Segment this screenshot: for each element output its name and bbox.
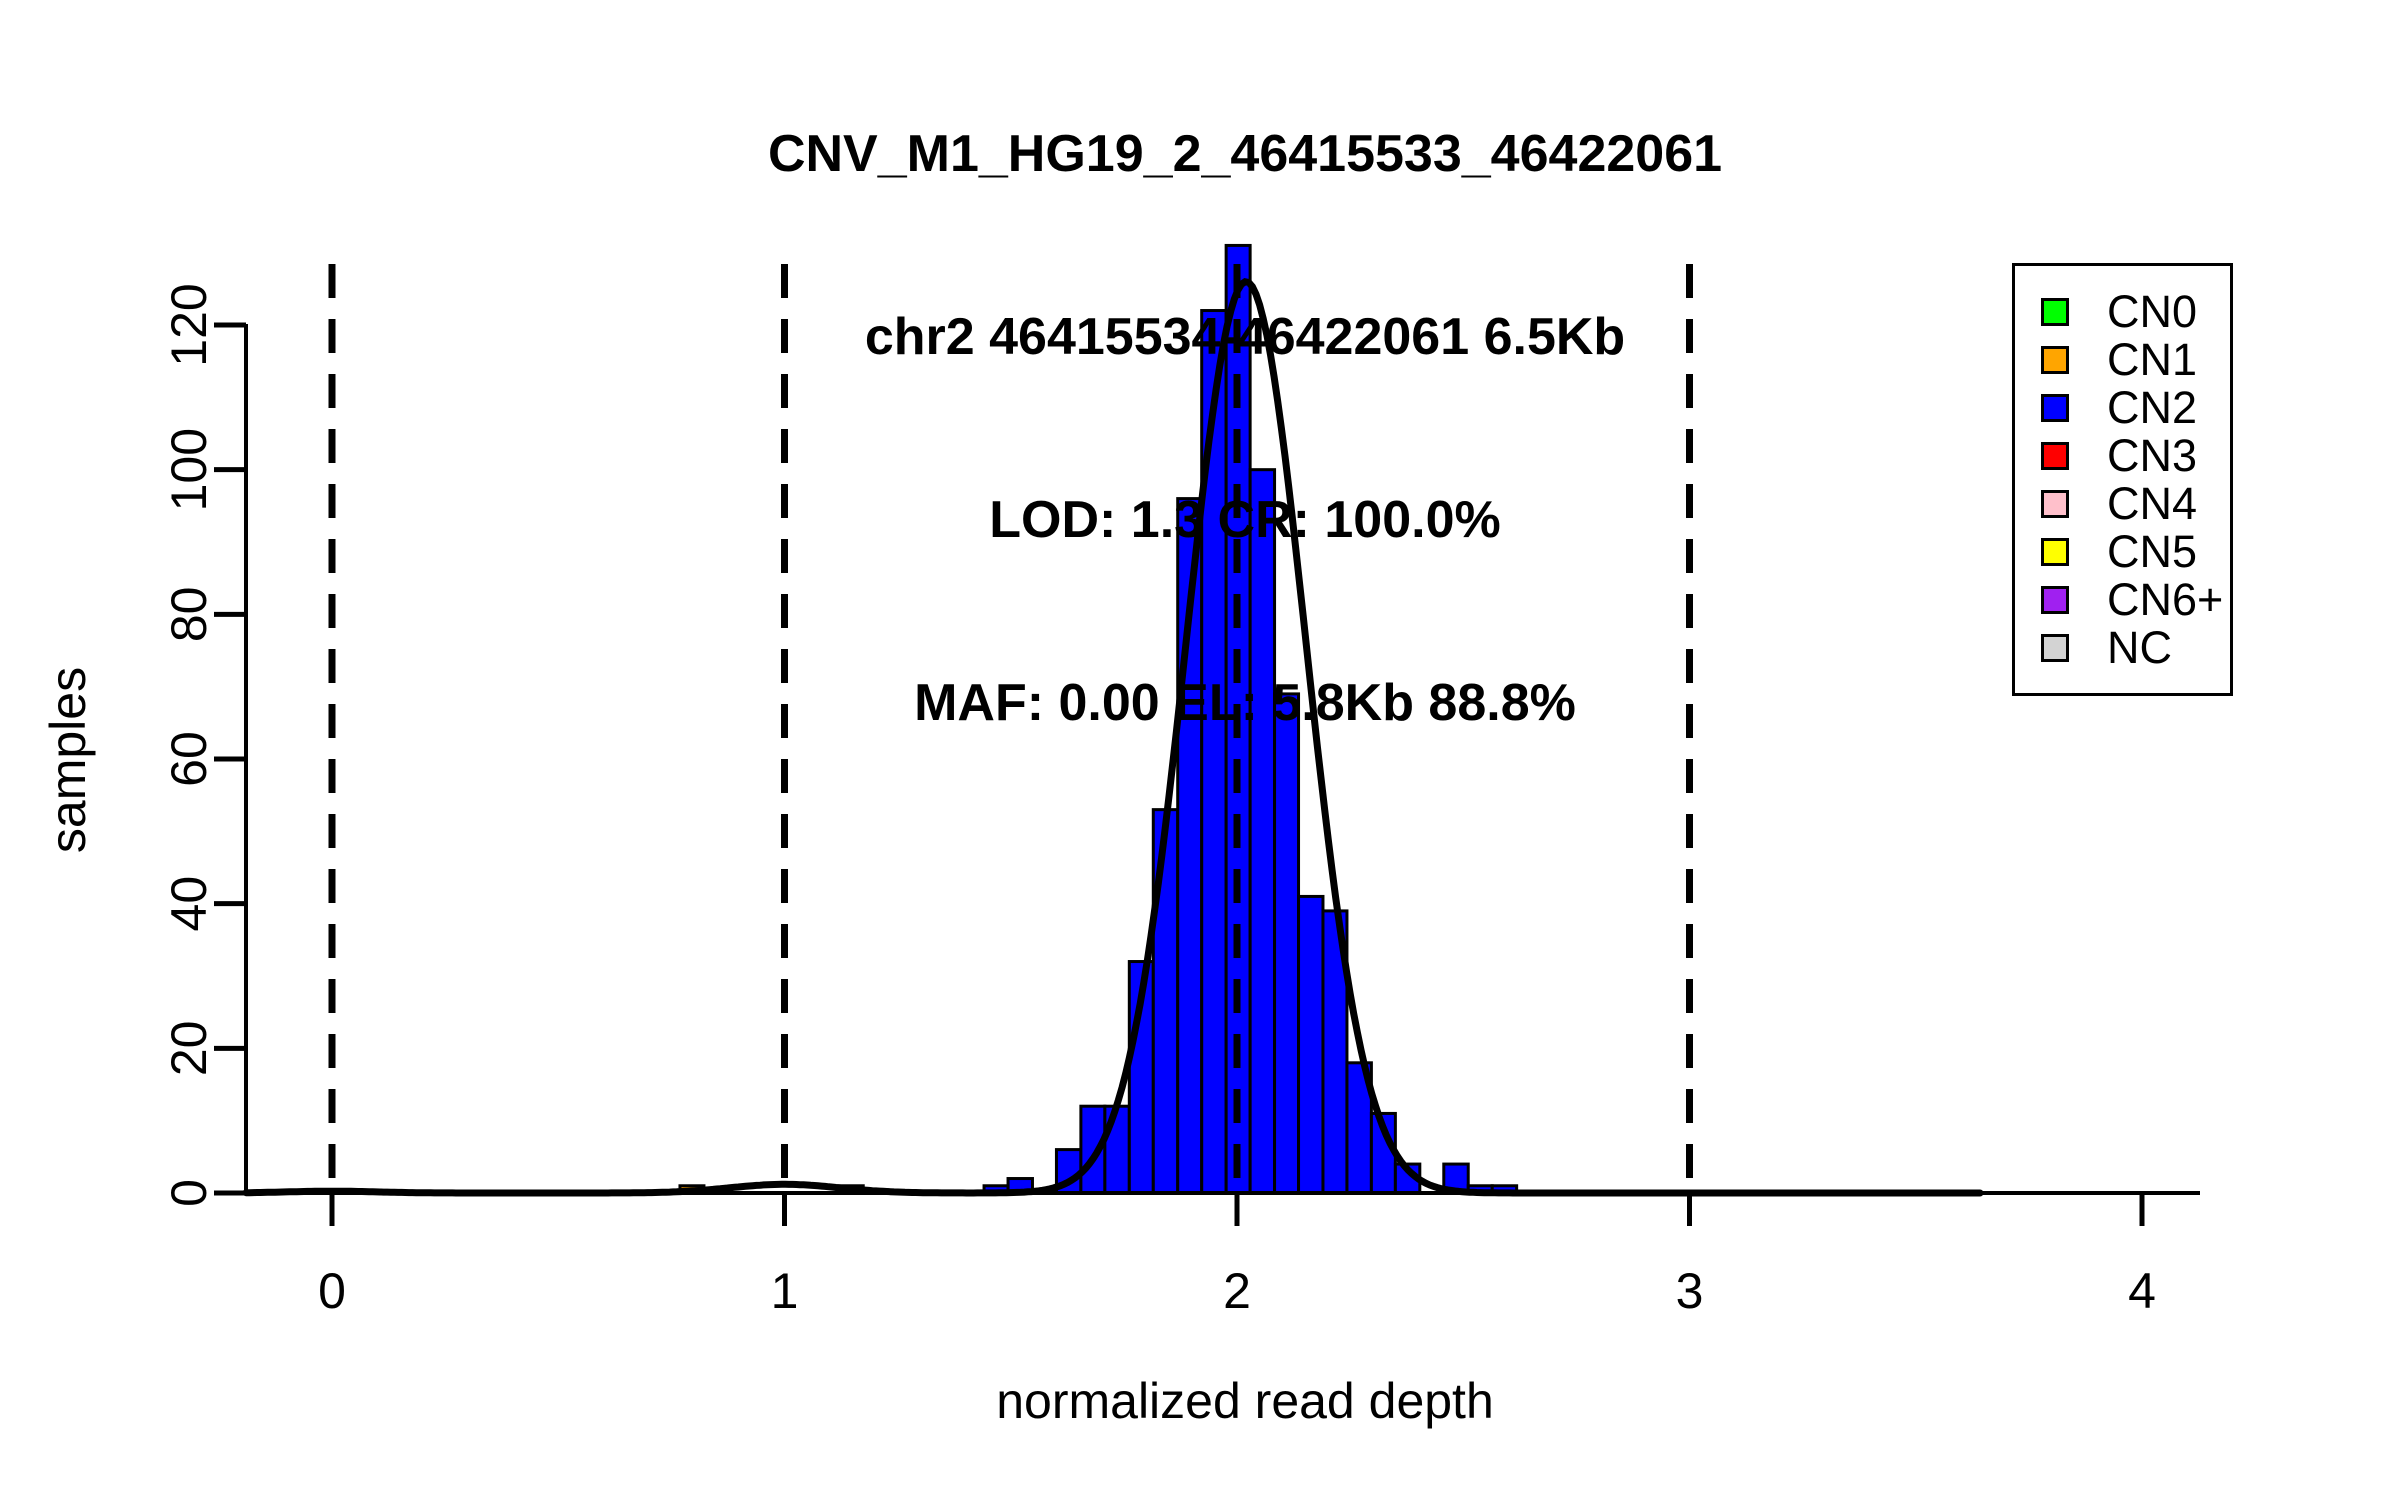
- legend-swatch-nc: [2041, 633, 2069, 662]
- y-tick-label: 100: [161, 428, 217, 511]
- x-tick-label: 4: [2128, 1263, 2156, 1319]
- legend-item-cn1: CN1: [2015, 336, 2230, 384]
- title-line-2: chr2 46415534-46422061 6.5Kb: [864, 308, 1626, 366]
- gaussian-fit-curve: [242, 277, 1984, 1197]
- x-tick-label: 2: [1223, 1263, 1251, 1319]
- legend-label-cn0: CN0: [2107, 286, 2198, 337]
- legend-label-cn3: CN3: [2107, 430, 2198, 481]
- y-tick-label: 120: [161, 283, 217, 366]
- dashed-guide-lines: [328, 264, 1693, 1191]
- legend-label-cn2: CN2: [2107, 382, 2198, 433]
- title-line-4: MAF: 0.00 EL: 5.8Kb 88.8%: [914, 674, 1576, 732]
- y-tick-label: 40: [161, 876, 217, 932]
- y-axis-title: samples: [40, 667, 96, 853]
- legend: CN0 CN1 CN2 CN3 CN4 CN5 CN6+ NC: [2012, 263, 2233, 696]
- legend-swatch-cn6-plus: [2041, 585, 2069, 614]
- title-line-3: LOD: 1.3 CR: 100.0%: [989, 491, 1501, 549]
- legend-item-cn5: CN5: [2015, 528, 2230, 576]
- legend-swatch-cn0: [2041, 297, 2069, 326]
- legend-swatch-cn1: [2041, 345, 2069, 374]
- legend-swatch-cn4: [2041, 489, 2069, 518]
- legend-label-cn6-plus: CN6+: [2107, 574, 2224, 625]
- legend-label-cn5: CN5: [2107, 526, 2198, 577]
- legend-item-cn4: CN4: [2015, 480, 2230, 528]
- legend-label-cn1: CN1: [2107, 334, 2198, 385]
- hist-bar-cn2: [1297, 894, 1325, 1195]
- y-axis: 0 20 40 60 80 100 120 samples: [40, 283, 248, 1207]
- y-tick-label: 60: [161, 731, 217, 787]
- legend-item-nc: NC: [2015, 624, 2230, 672]
- plot-title: CNV_M1_HG19_2_46415533_46422061 chr2 464…: [45, 2, 2400, 856]
- x-tick-label: 0: [318, 1263, 346, 1319]
- y-tick-label: 0: [161, 1179, 217, 1207]
- legend-item-cn0: CN0: [2015, 288, 2230, 336]
- legend-label-cn4: CN4: [2107, 478, 2198, 529]
- legend-swatch-cn2: [2041, 393, 2069, 422]
- x-tick-label: 1: [771, 1263, 799, 1319]
- title-line-1: CNV_M1_HG19_2_46415533_46422061: [767, 125, 1723, 183]
- x-tick-label: 3: [1676, 1263, 1704, 1319]
- x-axis-title: normalized read depth: [996, 1373, 1494, 1429]
- y-tick-label: 80: [161, 587, 217, 643]
- legend-swatch-cn5: [2041, 537, 2069, 566]
- y-tick-label: 20: [161, 1021, 217, 1077]
- legend-swatch-cn3: [2041, 441, 2069, 470]
- legend-item-cn6-plus: CN6+: [2015, 576, 2230, 624]
- legend-item-cn3: CN3: [2015, 432, 2230, 480]
- legend-item-cn2: CN2: [2015, 384, 2230, 432]
- x-axis: 0 1 2 3 4 normalized read depth: [246, 1191, 2200, 1429]
- legend-label-nc: NC: [2107, 622, 2172, 673]
